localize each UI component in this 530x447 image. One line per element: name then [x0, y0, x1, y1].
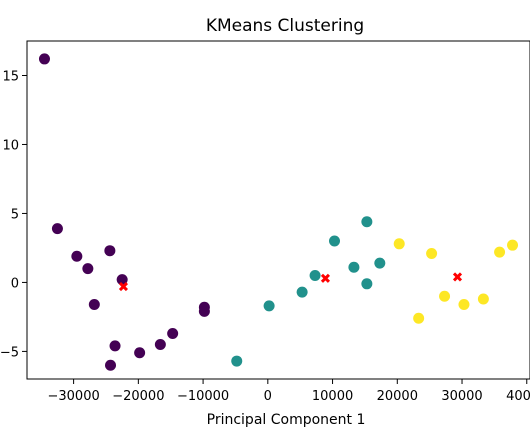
plot-frame — [26, 40, 530, 380]
data-point — [458, 299, 470, 311]
centroid-stroke — [452, 272, 463, 282]
centroid-marker — [320, 273, 330, 283]
data-point — [374, 257, 386, 269]
y-tick-label: 0 — [11, 276, 19, 291]
centroid-marker — [452, 272, 463, 282]
centroid-marker — [118, 282, 129, 292]
y-tick-label: 15 — [2, 69, 19, 84]
data-markers — [38, 53, 519, 371]
data-point — [38, 53, 50, 65]
x-tick-label: 30000 — [441, 389, 482, 404]
x-tick-label: −30000 — [47, 389, 99, 404]
data-point — [296, 286, 308, 298]
data-point — [477, 293, 489, 305]
x-tick-label: 20000 — [377, 389, 418, 404]
data-point — [105, 359, 117, 371]
data-point — [154, 339, 166, 351]
data-point — [393, 238, 405, 250]
data-point — [413, 312, 425, 324]
data-point — [361, 278, 373, 290]
plot-area — [26, 40, 530, 380]
data-point — [71, 250, 83, 262]
data-point — [507, 239, 519, 251]
data-point — [439, 290, 451, 302]
data-point — [361, 216, 373, 228]
centroid-stroke — [118, 282, 129, 292]
data-point — [88, 299, 100, 311]
data-point — [494, 246, 506, 258]
x-tick-label: 40000 — [506, 389, 530, 404]
x-axis-ticks: −30000 −20000 −10000 0 10000 20000 30000 40000 — [47, 379, 530, 404]
data-point — [51, 223, 63, 235]
x-tick-label: 10000 — [312, 389, 353, 404]
data-point — [134, 347, 146, 359]
y-axis-ticks: −5 0 5 10 15 — [0, 69, 27, 360]
data-point — [426, 247, 438, 259]
x-tick-label: −20000 — [112, 389, 164, 404]
y-tick-label: −5 — [0, 345, 19, 360]
data-point — [116, 274, 128, 286]
data-point — [328, 235, 340, 247]
data-point — [263, 300, 275, 312]
x-tick-label: 0 — [264, 389, 272, 404]
x-axis-label: Principal Component 1 — [207, 412, 366, 428]
data-point — [82, 263, 94, 275]
y-tick-label: 5 — [11, 207, 19, 222]
data-point — [231, 355, 243, 367]
data-point — [167, 327, 179, 339]
data-point — [309, 270, 321, 282]
data-point — [104, 245, 116, 257]
y-tick-label: 10 — [2, 138, 19, 153]
x-tick-label: −10000 — [177, 389, 229, 404]
data-point — [198, 305, 210, 317]
chart-title: KMeans Clustering — [206, 16, 364, 36]
centroid-stroke — [320, 273, 330, 283]
data-point — [348, 261, 360, 273]
data-point — [109, 340, 121, 352]
